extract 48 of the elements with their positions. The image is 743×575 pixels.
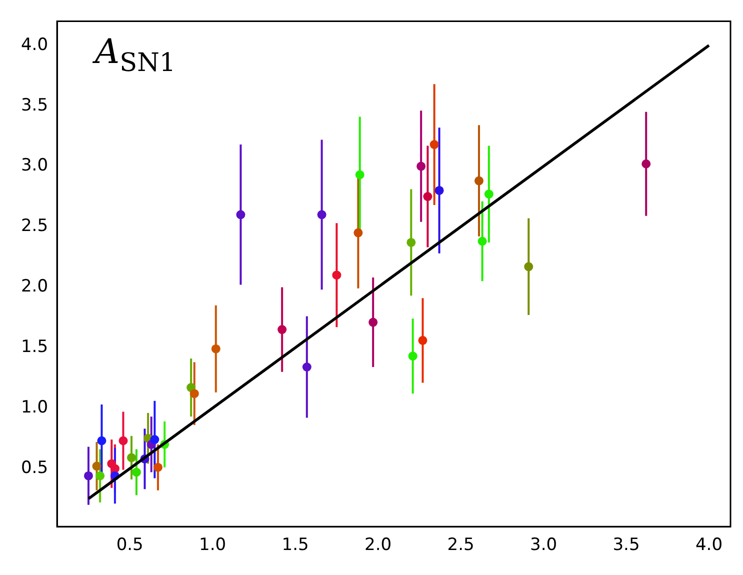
point [92,462,102,471]
y-tick-label: 1.5 [20,337,48,358]
x-tick-label: 1.5 [282,535,309,556]
point [278,325,287,334]
point [127,453,136,462]
point [332,270,342,280]
point [524,262,534,272]
x-tick-label: 2.0 [364,535,392,556]
y-tick-label: 3.5 [20,95,48,116]
point [418,336,428,345]
point [96,471,105,480]
y-tick-label: 1.0 [20,398,48,418]
point [150,435,160,444]
point [368,318,378,327]
x-tick-label: 1.0 [199,535,226,556]
formula-label: A$_{SN1}$ [95,35,176,76]
point [434,186,444,195]
point [484,190,494,199]
point [211,344,220,354]
point [423,192,432,202]
point [97,436,106,446]
point [153,462,162,472]
point [354,228,363,238]
x-tick-label: 2.5 [447,535,474,556]
x-tick-label: 4.0 [695,535,723,556]
point [408,352,418,361]
point [302,362,312,372]
x-tick-label: 3.0 [530,535,558,556]
y-tick-label: 2.0 [20,276,48,297]
point [84,471,93,480]
point [317,210,326,220]
point [190,389,199,398]
point [474,176,484,186]
x-tick-label: 3.5 [612,535,640,556]
point [430,140,439,150]
y-tick-label: 4.0 [20,34,48,55]
point [132,468,141,477]
y-tick-label: 3.0 [20,156,48,176]
point [478,236,487,246]
point [236,210,246,220]
y-tick-label: 2.5 [20,216,48,236]
point [118,436,128,446]
x-tick-label: 0.5 [116,535,144,556]
point [642,159,651,168]
point [416,162,426,171]
point [406,238,416,247]
y-tick-label: 0.5 [20,458,48,478]
point [355,170,364,180]
